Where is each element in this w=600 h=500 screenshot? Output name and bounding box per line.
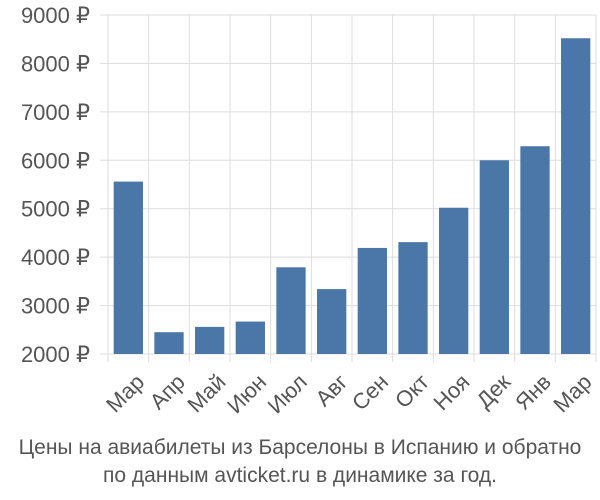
x-tick-label: Ноя (429, 369, 475, 415)
x-tick-label: Дек (472, 369, 516, 413)
x-tick-label: Июн (222, 369, 271, 418)
x-tick-label: Май (182, 369, 230, 417)
chart-caption-line-1: Цены на авиабилеты из Барселоны в Испани… (18, 436, 582, 459)
x-tick-label: Окт (390, 369, 434, 413)
bar-3 (195, 326, 225, 354)
grid-layer (100, 14, 597, 362)
y-tick-label: 3000 ₽ (21, 294, 90, 319)
y-tick-label: 9000 ₽ (21, 3, 90, 28)
bar-2 (154, 332, 184, 354)
x-tick-label: Сен (347, 369, 393, 415)
bar-6 (317, 289, 347, 354)
chart-caption-line-2: по данным avticket.ru в динамике за год. (103, 464, 497, 487)
bar-7 (357, 247, 387, 354)
bar-chart: 2000 ₽ 3000 ₽ 4000 ₽ 5000 ₽ 6000 ₽ 7000 ₽ 8000… (21, 3, 597, 419)
bar-12 (561, 38, 591, 354)
x-tick-label: Мар (101, 369, 149, 417)
y-axis-ticks: 2000 ₽ 3000 ₽ 4000 ₽ 5000 ₽ 6000 ₽ 7000 ₽ 8000… (21, 3, 90, 367)
y-tick-label: 2000 ₽ (21, 342, 90, 367)
x-tick-label: Апр (145, 369, 190, 414)
y-tick-label: 5000 ₽ (21, 197, 90, 222)
bar-8 (398, 242, 428, 354)
bar-10 (479, 160, 509, 354)
y-tick-label: 6000 ₽ (21, 148, 90, 173)
bar-5 (276, 267, 306, 354)
x-tick-label: Июл (263, 369, 312, 418)
x-tick-label: Мар (548, 369, 596, 417)
bar-1 (113, 181, 143, 354)
bar-9 (439, 207, 469, 354)
y-tick-label: 7000 ₽ (21, 100, 90, 125)
bar-11 (520, 146, 550, 354)
bar-layer (113, 38, 591, 354)
x-tick-label: Янв (510, 369, 556, 415)
x-tick-label: Авг (311, 369, 353, 411)
y-tick-label: 8000 ₽ (21, 51, 90, 76)
y-tick-label: 4000 ₽ (21, 245, 90, 270)
bar-4 (235, 321, 265, 354)
